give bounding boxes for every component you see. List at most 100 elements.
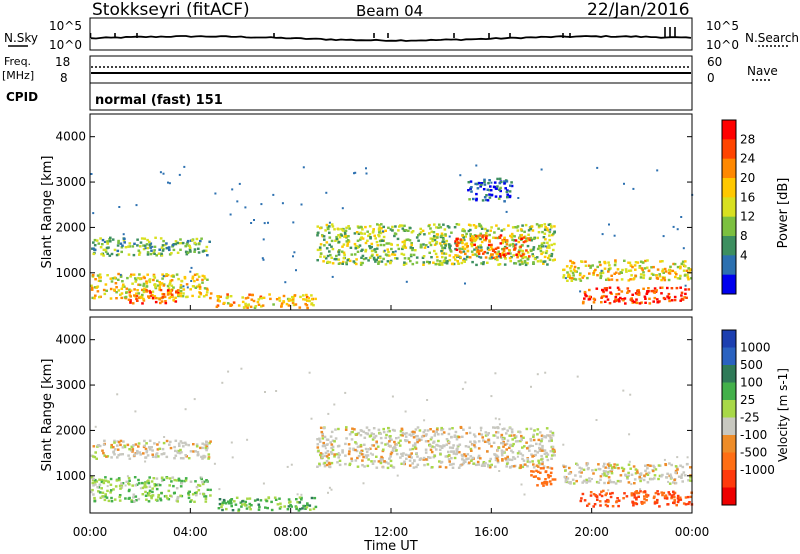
velocity-cell: [301, 507, 304, 510]
power-cell: [102, 248, 106, 251]
velocity-cell: [150, 446, 153, 449]
velocity-cell: [541, 460, 544, 464]
colorbar-swatch: [722, 365, 736, 383]
velocity-cell: [344, 391, 347, 394]
power-cell: [375, 253, 379, 257]
velocity-cell: [611, 505, 615, 508]
freq-left-tick-top: 18: [55, 55, 70, 69]
power-cell: [323, 244, 326, 247]
power-cell: [120, 296, 123, 300]
power-cell: [161, 244, 165, 247]
velocity-cell: [177, 495, 180, 499]
velocity-cell: [634, 491, 637, 494]
power-cell: [553, 225, 556, 228]
power-cell: [172, 248, 176, 252]
velocity-cell: [92, 455, 95, 458]
power-cell: [469, 180, 473, 183]
power-cell: [617, 298, 621, 301]
power-cell: [466, 249, 470, 253]
velocity-cell: [608, 469, 612, 473]
power-cell: [300, 203, 303, 206]
power-cell: [435, 255, 439, 259]
power-cell: [505, 246, 509, 250]
velocity-cell: [665, 497, 669, 500]
power-cell: [260, 297, 263, 300]
power-cell: [552, 248, 555, 252]
velocity-cell: [412, 436, 416, 439]
velocity-cell: [100, 480, 104, 484]
power-cell: [617, 292, 621, 296]
power-cell: [408, 239, 412, 242]
velocity-cell: [375, 440, 378, 443]
velocity-cell: [113, 453, 116, 456]
power-cell: [669, 265, 672, 268]
power-cell: [401, 240, 405, 244]
velocity-cell: [387, 426, 390, 430]
velocity-cell: [354, 459, 358, 462]
velocity-cell: [147, 494, 150, 497]
power-cell: [119, 275, 123, 278]
velocity-cell: [488, 442, 491, 445]
power-cell: [287, 304, 291, 307]
velocity-cell: [470, 458, 474, 461]
power-cell: [102, 288, 106, 292]
velocity-cell: [318, 464, 322, 467]
velocity-cell: [607, 489, 610, 492]
velocity-cell: [429, 444, 432, 448]
power-cell: [195, 237, 199, 241]
power-cell: [608, 286, 612, 289]
power-cell: [467, 223, 471, 226]
velocity-cell: [546, 458, 550, 462]
velocity-cell: [209, 494, 212, 497]
velocity-cell: [636, 471, 639, 474]
power-cell: [639, 276, 643, 279]
velocity-cell: [221, 381, 224, 384]
power-cell: [330, 256, 333, 259]
power-cell: [142, 284, 145, 287]
power-cell: [110, 252, 114, 256]
power-cell: [364, 225, 367, 229]
power-cell: [569, 276, 572, 280]
velocity-cell: [453, 434, 457, 437]
power-cell: [588, 288, 591, 292]
velocity-cell: [416, 463, 420, 466]
power-cell: [462, 250, 466, 253]
power-cell: [543, 255, 547, 259]
power-cell: [127, 245, 130, 248]
velocity-cell: [413, 431, 416, 434]
velocity-cell: [207, 453, 211, 456]
power-cell: [175, 273, 179, 276]
power-cell: [433, 238, 437, 242]
velocity-cell: [612, 466, 616, 469]
velocity-cell: [120, 486, 124, 489]
velocity-cell: [104, 493, 107, 496]
power-cell: [106, 242, 109, 245]
power-cell: [390, 247, 393, 251]
power-cell: [508, 190, 512, 193]
power-cell: [467, 256, 470, 259]
velocity-cell: [639, 490, 642, 493]
power-cell: [150, 249, 153, 252]
velocity-cell: [654, 491, 658, 495]
power-cell: [608, 223, 610, 226]
x-tick-label: 20:00: [574, 525, 609, 539]
velocity-cell: [542, 449, 545, 452]
velocity-cell: [295, 498, 298, 501]
velocity-cell: [372, 436, 376, 439]
velocity-cell: [327, 453, 331, 456]
velocity-cell: [598, 468, 602, 471]
velocity-cell: [296, 493, 299, 496]
power-cell: [268, 293, 271, 296]
velocity-cell: [564, 479, 568, 483]
velocity-cell: [295, 507, 298, 511]
velocity-cell: [290, 505, 293, 508]
velocity-cell: [182, 445, 185, 448]
velocity-cell: [633, 496, 637, 499]
velocity-cell: [551, 478, 555, 481]
power-cell: [504, 187, 507, 190]
power-cell: [391, 225, 394, 229]
velocity-cell: [580, 497, 583, 500]
power-cell: [347, 235, 350, 238]
power-cell: [658, 273, 661, 276]
power-cell: [490, 226, 493, 229]
